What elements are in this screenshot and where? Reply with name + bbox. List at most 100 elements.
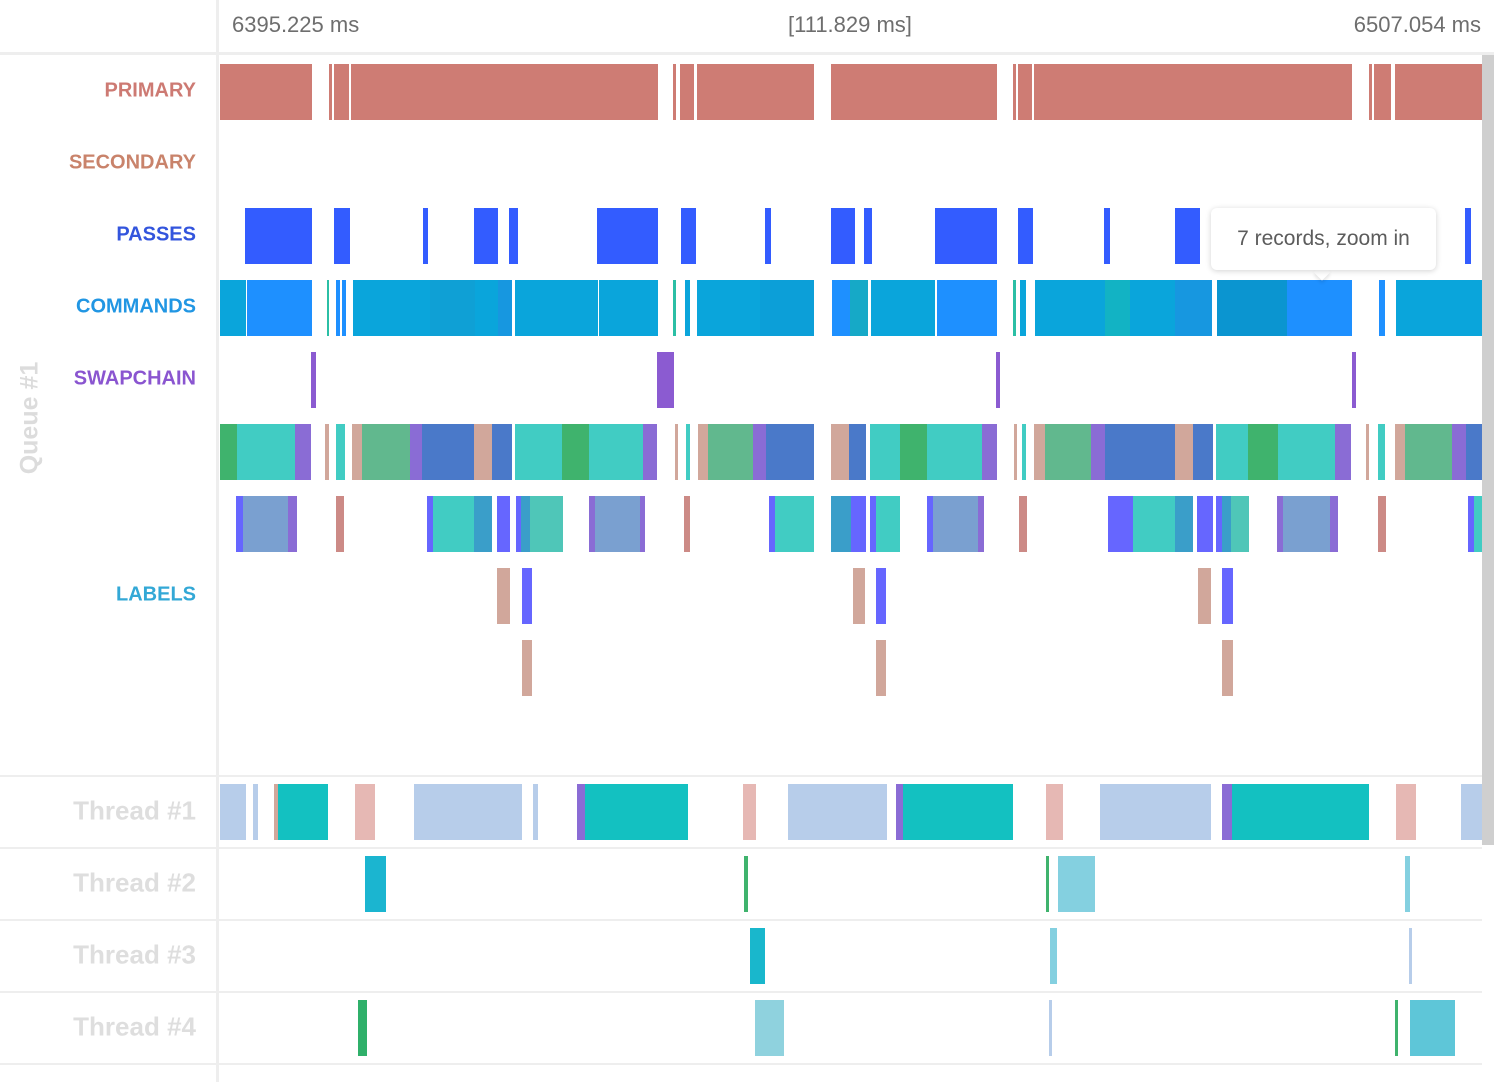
thread-3-record[interactable] xyxy=(750,928,765,984)
label-record[interactable] xyxy=(1175,424,1193,480)
label-record[interactable] xyxy=(427,496,433,552)
thread-1-record[interactable] xyxy=(788,784,887,840)
thread-1-record[interactable] xyxy=(253,784,258,840)
command-record[interactable] xyxy=(353,280,430,336)
command-record[interactable] xyxy=(760,280,814,336)
pass-record[interactable] xyxy=(597,208,658,264)
primary-record[interactable] xyxy=(1395,64,1482,120)
label-record[interactable] xyxy=(686,424,690,480)
label-record[interactable] xyxy=(684,496,690,552)
command-record[interactable] xyxy=(1379,280,1385,336)
thread-label-2[interactable]: Thread #2 xyxy=(73,867,196,898)
thread-1-record[interactable] xyxy=(278,784,328,840)
label-record[interactable] xyxy=(675,424,678,480)
label-record[interactable] xyxy=(1105,424,1175,480)
thread-1-record[interactable] xyxy=(533,784,538,840)
pass-record[interactable] xyxy=(831,208,855,264)
pass-record[interactable] xyxy=(765,208,771,264)
thread-1-record[interactable] xyxy=(1396,784,1416,840)
primary-record[interactable] xyxy=(329,64,332,120)
label-record[interactable] xyxy=(1283,496,1330,552)
command-record[interactable] xyxy=(498,280,512,336)
label-record[interactable] xyxy=(422,424,474,480)
thread-3-record[interactable] xyxy=(1409,928,1412,984)
command-record[interactable] xyxy=(1035,280,1105,336)
label-record[interactable] xyxy=(325,424,329,480)
label-record[interactable] xyxy=(1222,496,1231,552)
command-record[interactable] xyxy=(937,280,997,336)
command-record[interactable] xyxy=(1217,280,1287,336)
label-record[interactable] xyxy=(900,424,927,480)
thread-2-record[interactable] xyxy=(1058,856,1095,912)
label-record[interactable] xyxy=(1108,496,1133,552)
thread-2-record[interactable] xyxy=(1405,856,1410,912)
pass-record[interactable] xyxy=(1175,208,1200,264)
pass-record[interactable] xyxy=(423,208,428,264)
label-record[interactable] xyxy=(589,424,643,480)
command-record[interactable] xyxy=(220,280,246,336)
label-record[interactable] xyxy=(522,568,532,624)
label-record[interactable] xyxy=(410,424,422,480)
label-record[interactable] xyxy=(1335,424,1351,480)
label-record[interactable] xyxy=(562,424,589,480)
primary-record[interactable] xyxy=(673,64,676,120)
label-record[interactable] xyxy=(243,496,288,552)
swapchain-record[interactable] xyxy=(657,352,674,408)
label-record[interactable] xyxy=(853,568,865,624)
pass-record[interactable] xyxy=(334,208,350,264)
pass-record[interactable] xyxy=(935,208,997,264)
command-record[interactable] xyxy=(247,280,312,336)
swapchain-record[interactable] xyxy=(1352,352,1356,408)
label-record[interactable] xyxy=(870,496,876,552)
thread-1-record[interactable] xyxy=(1232,784,1369,840)
label-record[interactable] xyxy=(516,496,521,552)
label-record[interactable] xyxy=(589,496,595,552)
command-record[interactable] xyxy=(562,280,598,336)
label-record[interactable] xyxy=(849,424,866,480)
label-record[interactable] xyxy=(876,568,886,624)
label-record[interactable] xyxy=(1193,424,1213,480)
thread-label-1[interactable]: Thread #1 xyxy=(73,795,196,826)
label-record[interactable] xyxy=(927,496,933,552)
label-record[interactable] xyxy=(515,424,562,480)
label-record[interactable] xyxy=(1014,424,1017,480)
label-record[interactable] xyxy=(876,640,886,696)
label-record[interactable] xyxy=(1222,640,1233,696)
command-record[interactable] xyxy=(1396,280,1482,336)
label-record[interactable] xyxy=(1330,496,1338,552)
label-record[interactable] xyxy=(1466,424,1482,480)
label-record[interactable] xyxy=(643,424,657,480)
label-record[interactable] xyxy=(530,496,563,552)
command-record[interactable] xyxy=(832,280,850,336)
label-record[interactable] xyxy=(1091,424,1105,480)
track-label-primary[interactable]: PRIMARY xyxy=(104,79,196,102)
label-record[interactable] xyxy=(1405,424,1452,480)
label-record[interactable] xyxy=(1216,496,1222,552)
command-record[interactable] xyxy=(850,280,868,336)
primary-record[interactable] xyxy=(680,64,694,120)
primary-record[interactable] xyxy=(1369,64,1372,120)
command-record[interactable] xyxy=(430,280,475,336)
label-record[interactable] xyxy=(831,424,849,480)
label-record[interactable] xyxy=(433,496,474,552)
primary-record[interactable] xyxy=(697,64,814,120)
label-record[interactable] xyxy=(753,424,766,480)
label-record[interactable] xyxy=(775,496,814,552)
command-record[interactable] xyxy=(336,280,340,336)
command-record[interactable] xyxy=(673,280,676,336)
label-record[interactable] xyxy=(220,424,237,480)
command-record[interactable] xyxy=(475,280,498,336)
thread-1-record[interactable] xyxy=(896,784,903,840)
primary-record[interactable] xyxy=(1034,64,1352,120)
swapchain-record[interactable] xyxy=(311,352,316,408)
label-record[interactable] xyxy=(295,424,311,480)
command-record[interactable] xyxy=(697,280,760,336)
label-record[interactable] xyxy=(336,496,344,552)
pass-record[interactable] xyxy=(1465,208,1471,264)
command-record[interactable] xyxy=(342,280,346,336)
label-record[interactable] xyxy=(1133,496,1175,552)
thread-label-4[interactable]: Thread #4 xyxy=(73,1011,196,1042)
label-record[interactable] xyxy=(522,640,532,696)
label-record[interactable] xyxy=(1231,496,1249,552)
label-record[interactable] xyxy=(1045,424,1091,480)
